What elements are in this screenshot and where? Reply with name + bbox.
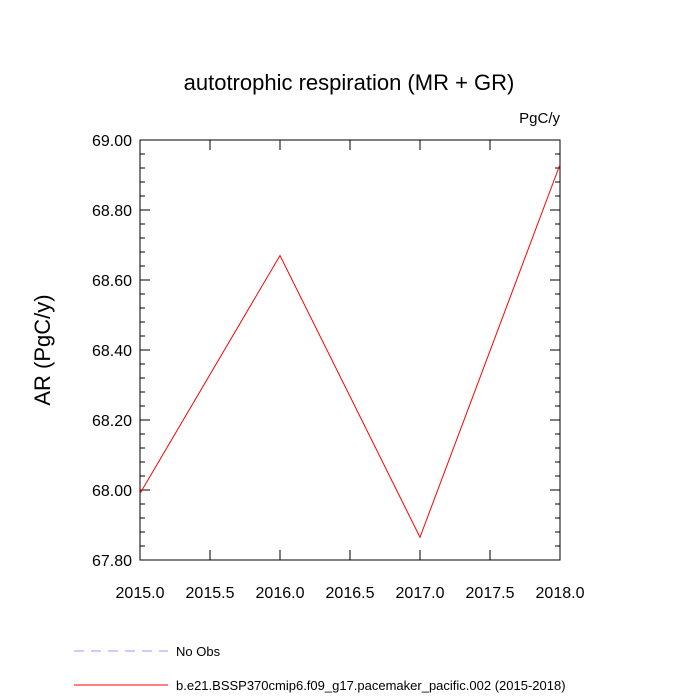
- plot-frame: [139, 139, 561, 561]
- x-tick-label: 2017.5: [466, 585, 515, 602]
- legend-label: No Obs: [176, 644, 221, 659]
- x-tick-label: 2017.0: [396, 585, 445, 602]
- x-tick-label: 2015.5: [186, 585, 235, 602]
- legend: No Obs b.e21.BSSP370cmip6.f09_g17.pacemak…: [74, 644, 566, 693]
- y-tick-label: 69.00: [92, 133, 132, 150]
- y-tick-label: 67.80: [92, 553, 132, 570]
- legend-label: b.e21.BSSP370cmip6.f09_g17.pacemaker_pac…: [176, 678, 566, 693]
- y-axis-label: AR (PgC/y): [30, 294, 55, 405]
- y-tick-label: 68.60: [92, 273, 132, 290]
- y-tick-label: 68.40: [92, 343, 132, 360]
- x-tick-label: 2018.0: [536, 585, 585, 602]
- x-tick-label: 2015.0: [116, 585, 165, 602]
- chart-title: autotrophic respiration (MR + GR): [184, 70, 515, 95]
- axis-ticks: 2015.0 2015.5 2016.0 2016.5 2017.0 2017.5 2018…: [92, 133, 585, 602]
- series-layer: [139, 164, 561, 539]
- y-tick-label: 68.80: [92, 203, 132, 220]
- x-tick-label: 2016.0: [256, 585, 305, 602]
- series-line: [139, 164, 561, 539]
- y-tick-label: 68.20: [92, 413, 132, 430]
- units-label: PgC/y: [519, 110, 560, 127]
- x-tick-label: 2016.5: [326, 585, 375, 602]
- y-tick-label: 68.00: [92, 483, 132, 500]
